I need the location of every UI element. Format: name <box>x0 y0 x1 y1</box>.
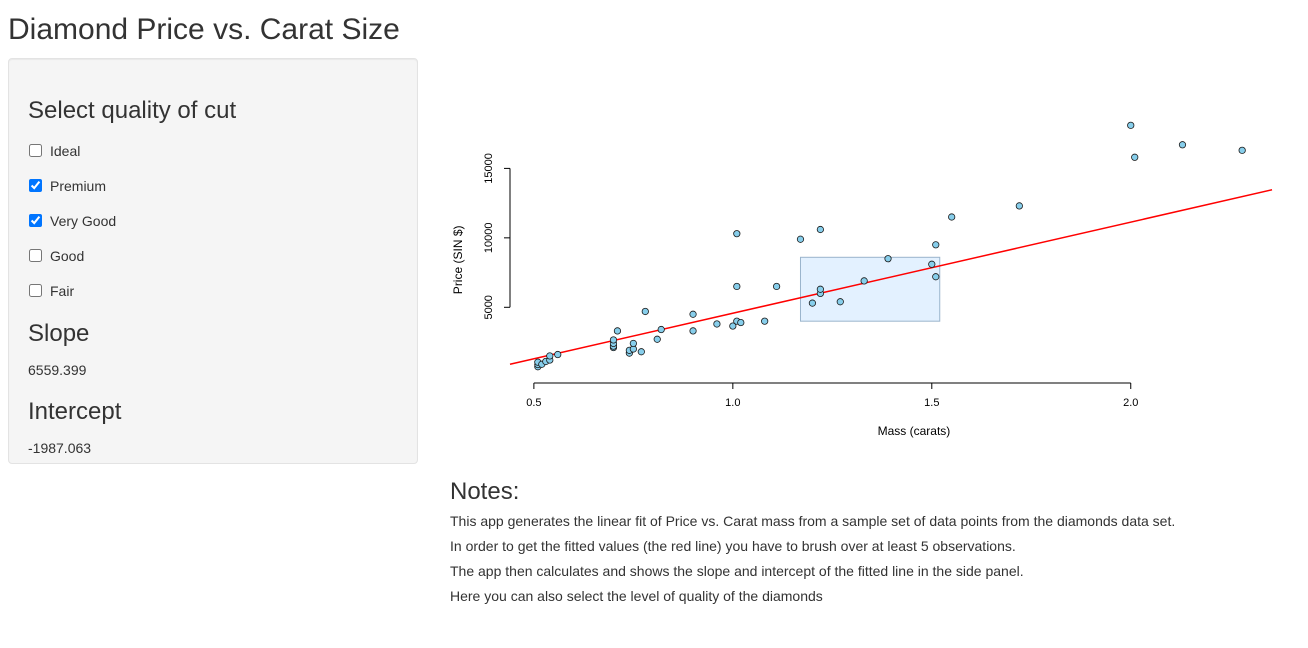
data-point <box>773 282 781 291</box>
y-tick-label: 15000 <box>483 153 495 184</box>
data-point <box>1238 146 1246 154</box>
notes-heading: Notes: <box>450 478 520 505</box>
x-tick-label: 0.5 <box>526 397 541 409</box>
data-point <box>816 285 824 293</box>
scatter-plot[interactable]: 0.5 1.0 1.5 2.0 5000 10000 15000 Mass (carats)… <box>450 90 1290 460</box>
note-line: In order to get the fitted values (the r… <box>450 538 1016 554</box>
checkbox-premium[interactable]: Premium <box>28 168 398 203</box>
points-layer <box>534 121 1246 371</box>
checkbox-good[interactable]: Good <box>28 238 398 273</box>
checkbox-fair-label: Fair <box>50 282 75 299</box>
data-point <box>836 298 844 306</box>
data-point <box>860 277 868 285</box>
checkbox-ideal-label: Ideal <box>50 142 81 159</box>
checkbox-ideal[interactable]: Ideal <box>28 133 398 168</box>
data-point <box>928 260 936 268</box>
data-point <box>657 325 665 334</box>
intercept-heading: Intercept <box>28 398 122 425</box>
data-point <box>761 317 769 325</box>
axes-layer: 0.5 1.0 1.5 2.0 5000 10000 15000 <box>483 153 1138 409</box>
x-tick-label: 1.5 <box>924 397 939 409</box>
data-point <box>689 310 697 318</box>
y-axis-label: Price (SIN $) <box>451 226 465 295</box>
data-point <box>729 322 737 330</box>
data-point <box>629 339 637 348</box>
y-tick-label: 10000 <box>483 223 495 254</box>
data-point <box>932 273 940 281</box>
data-point <box>884 255 892 263</box>
cut-quality-checkbox-group: Ideal Premium Very Good Good Fair <box>28 133 398 308</box>
data-point <box>653 335 661 343</box>
x-axis-label: Mass (carats) <box>878 424 951 438</box>
fit-line-layer <box>509 189 1273 365</box>
checkbox-premium-label: Premium <box>50 177 107 194</box>
notes-body: This app generates the linear fit of Pri… <box>450 509 1290 609</box>
intercept-value: -1987.063 <box>28 440 92 456</box>
note-line: The app then calculates and shows the sl… <box>450 563 1024 579</box>
data-point <box>737 318 745 327</box>
checkbox-fair[interactable]: Fair <box>28 273 398 308</box>
data-point <box>733 282 741 291</box>
data-point <box>808 299 817 307</box>
x-tick-label: 1.0 <box>725 397 740 409</box>
cut-quality-heading: Select quality of cut <box>28 97 237 124</box>
checkbox-ideal-input[interactable] <box>29 144 42 157</box>
data-point <box>613 327 622 335</box>
note-line: Here you can also select the level of qu… <box>450 588 823 604</box>
data-point <box>641 307 649 316</box>
data-point <box>689 327 697 335</box>
data-point <box>932 241 940 249</box>
data-point <box>733 230 741 238</box>
data-point <box>1131 153 1139 161</box>
scatter-plot-svg[interactable]: 0.5 1.0 1.5 2.0 5000 10000 15000 Mass (carats)… <box>450 90 1290 460</box>
sidebar-panel: Select quality of cut Ideal Premium Very… <box>8 58 418 464</box>
data-point <box>546 352 554 360</box>
slope-value: 6559.399 <box>28 362 87 378</box>
checkbox-good-label: Good <box>50 247 85 264</box>
data-point <box>1127 121 1135 129</box>
data-point <box>713 320 721 328</box>
checkbox-good-input[interactable] <box>29 249 42 262</box>
fit-line <box>509 189 1273 365</box>
checkbox-very-good-input[interactable] <box>29 214 42 227</box>
checkbox-fair-input[interactable] <box>29 284 42 297</box>
x-tick-label: 2.0 <box>1123 397 1138 409</box>
data-point <box>796 235 805 243</box>
data-point <box>1015 202 1023 210</box>
y-tick-label: 5000 <box>483 295 495 319</box>
page-title: Diamond Price vs. Carat Size <box>8 13 400 46</box>
slope-heading: Slope <box>28 320 90 347</box>
data-point <box>637 348 645 356</box>
data-point <box>948 213 956 221</box>
data-point <box>816 225 824 234</box>
notes-section: Notes: This app generates the linear fit… <box>450 478 1290 609</box>
checkbox-premium-input[interactable] <box>29 179 42 192</box>
checkbox-very-good-label: Very Good <box>50 212 117 229</box>
data-point <box>1178 141 1187 149</box>
data-point <box>609 336 618 344</box>
data-point <box>554 350 562 359</box>
checkbox-very-good[interactable]: Very Good <box>28 203 398 238</box>
note-line: This app generates the linear fit of Pri… <box>450 513 1176 529</box>
